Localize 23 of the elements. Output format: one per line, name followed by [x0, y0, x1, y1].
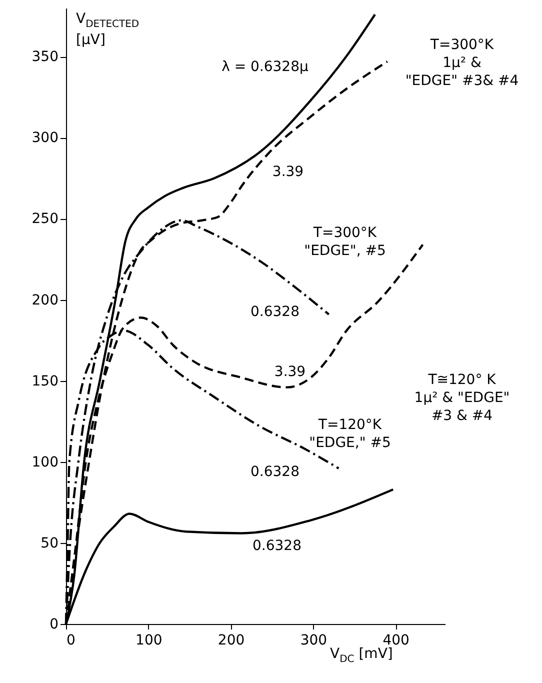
y-axis-title: V$_{DETECTED}$ [μV] — [76, 10, 140, 49]
y-tick-label: 200 — [32, 292, 58, 308]
annotation: 0.6328 — [250, 304, 300, 320]
x-tick-label: 200 — [218, 632, 245, 648]
annotation: T=120°K "EDGE," #5 — [309, 417, 391, 451]
x-tick-label: 0 — [66, 632, 76, 648]
x-tick-label: 100 — [136, 632, 162, 648]
annotation: λ = 0.6328μ — [222, 59, 308, 75]
y-tick-label: 100 — [32, 454, 58, 470]
annotation: T=300°K 1μ² & "EDGE" #3& #4 — [405, 37, 519, 89]
y-tick-label: 250 — [32, 211, 58, 228]
annotation: T=300°K "EDGE", #5 — [304, 225, 386, 259]
y-tick-label: 300 — [32, 130, 58, 146]
y-tick-label: 350 — [32, 49, 58, 66]
x-tick-label: 300 — [300, 632, 328, 648]
annotation: 3.39 — [274, 364, 306, 380]
annotation: 3.39 — [272, 164, 304, 180]
y-tick-label: 50 — [40, 535, 58, 552]
y-tick-label: 150 — [32, 373, 58, 390]
annotation: T≅120° K 1μ² & "EDGE" #3 & #4 — [414, 372, 510, 424]
annotation: 0.6328 — [250, 464, 300, 480]
annotation: 0.6328 — [252, 538, 302, 554]
y-tick-label: 0 — [50, 616, 58, 632]
